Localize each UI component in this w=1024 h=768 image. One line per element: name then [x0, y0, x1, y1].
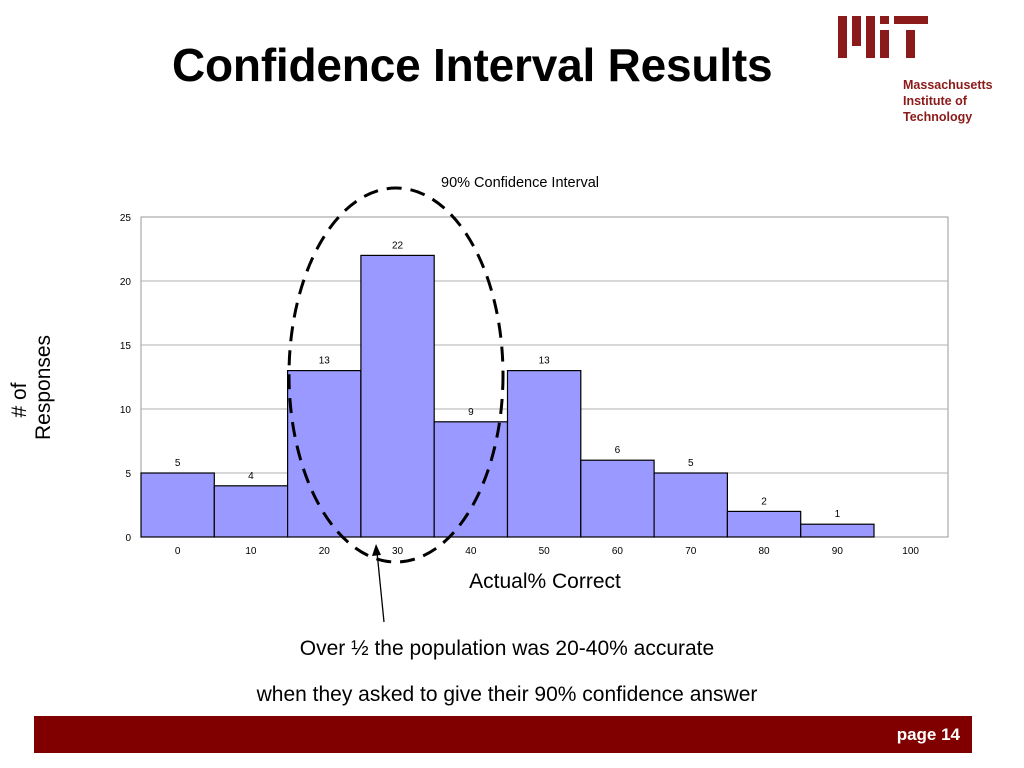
bar: [580, 459, 655, 538]
data-label: 1: [835, 509, 841, 520]
data-label: 5: [175, 458, 181, 469]
y-tick-label: 25: [120, 213, 132, 224]
page-number: page 14: [896, 725, 960, 744]
caption-line-1: Over ½ the population was 20-40% accurat…: [299, 637, 715, 660]
x-tick-label: 80: [758, 546, 770, 557]
x-tick-label: 0: [175, 546, 181, 557]
data-label: 22: [392, 240, 404, 251]
x-tick-label: 70: [685, 546, 697, 557]
logo-line-1: Massachusetts: [903, 78, 993, 92]
data-label: 6: [615, 445, 621, 456]
x-tick-label: 90: [832, 546, 844, 557]
chart-x-ticks: 0 10 20 30 40 50 60 70 80 90 100: [175, 546, 920, 557]
bar: [140, 472, 215, 538]
bar: [506, 370, 582, 538]
mit-logo-mark: [838, 16, 930, 67]
chart-y-ticks: 0 5 10 15 20 25: [120, 213, 132, 544]
x-tick-label: 10: [245, 546, 257, 557]
chart-data-labels: 5 4 13 22 9 13 6 5 2 1: [175, 240, 841, 520]
y-tick-label: 5: [125, 469, 131, 480]
y-tick-label: 10: [120, 405, 132, 416]
annotation-arrow: [376, 551, 385, 623]
chart-bars: [140, 254, 875, 538]
x-axis-label: Actual% Correct: [469, 570, 621, 593]
x-tick-label: 60: [612, 546, 624, 557]
highlight-ellipse: [287, 186, 505, 564]
chart-title: 90% Confidence Interval: [441, 175, 599, 191]
data-label: 4: [248, 471, 254, 482]
data-label: 9: [468, 407, 474, 418]
bar: [360, 254, 435, 538]
y-tick-label: 0: [125, 533, 131, 544]
bar: [726, 510, 802, 538]
footer-bar: page 14: [34, 716, 972, 753]
slide-title: Confidence Interval Results: [172, 39, 773, 91]
bar: [433, 421, 509, 538]
annotation-arrowhead: [372, 544, 381, 556]
caption-line-2: when they asked to give their 90% confid…: [256, 683, 758, 706]
y-axis-label: # of Responses: [8, 334, 56, 440]
bar: [653, 472, 728, 538]
y-tick-label: 20: [120, 277, 132, 288]
data-label: 13: [539, 356, 551, 367]
y-axis-label-line-2: Responses: [32, 334, 55, 440]
bar: [800, 523, 875, 538]
data-label: 2: [761, 496, 767, 507]
x-tick-label: 100: [902, 546, 919, 557]
x-tick-label: 30: [392, 546, 404, 557]
data-label: 5: [688, 458, 694, 469]
y-axis-label-text: # of Responses: [8, 334, 56, 440]
x-tick-label: 20: [319, 546, 331, 557]
y-axis-label-line: # of Responses: [8, 334, 56, 440]
x-tick-label: 50: [539, 546, 551, 557]
data-label: 13: [319, 356, 331, 367]
y-tick-label: 15: [120, 341, 132, 352]
bar: [213, 485, 289, 538]
y-axis-label-line-1: # of: [8, 382, 31, 418]
mit-logo-text: Massachusetts Institute of Technology: [903, 77, 993, 125]
logo-line-2: Institute of: [903, 94, 967, 108]
logo-line-3: Technology: [903, 110, 973, 124]
x-tick-label: 40: [465, 546, 477, 557]
